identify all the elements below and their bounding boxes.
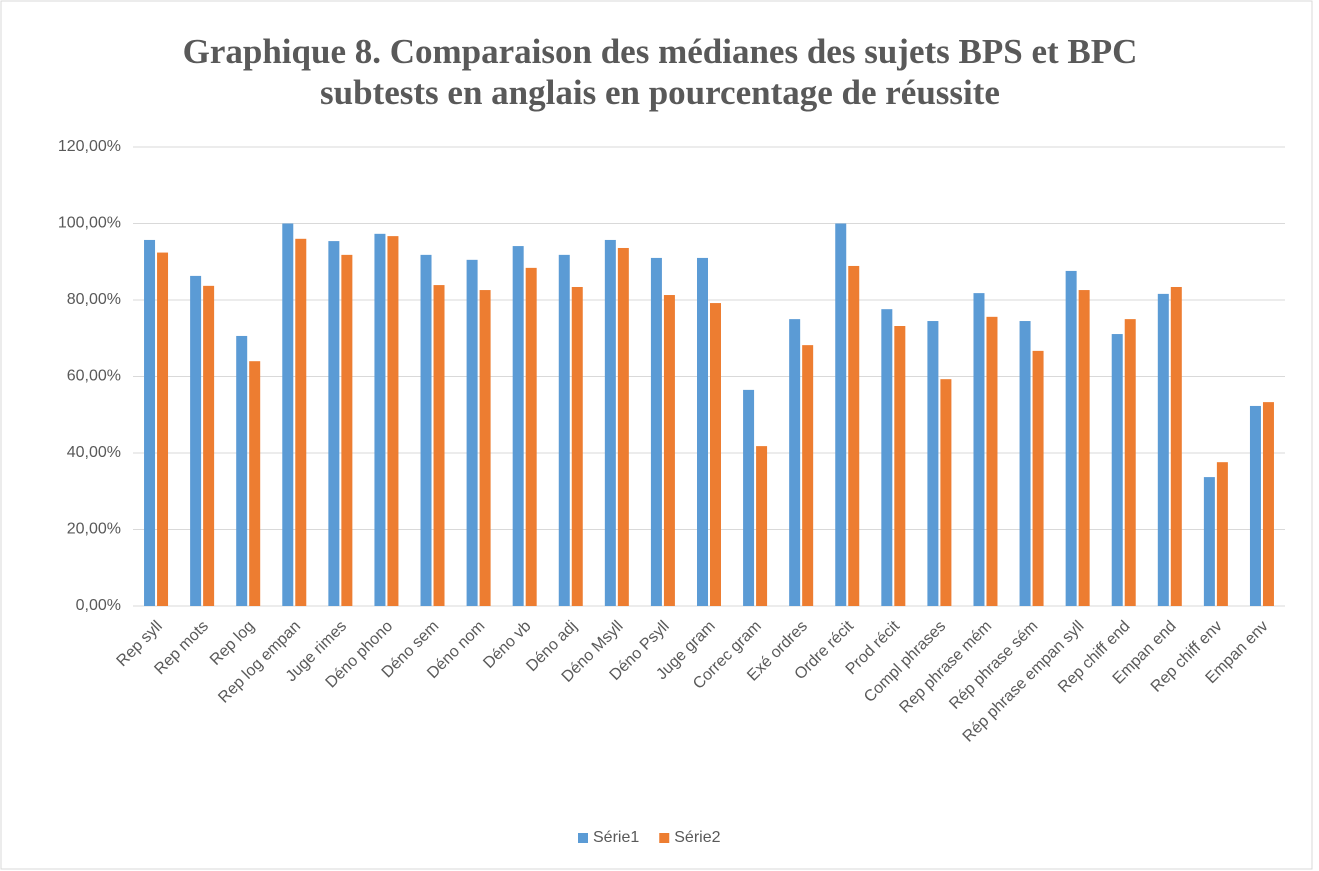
bar bbox=[894, 326, 906, 606]
bar bbox=[743, 389, 755, 606]
legend-label: Série1 bbox=[593, 829, 639, 846]
legend-label: Série2 bbox=[674, 829, 720, 846]
bar bbox=[328, 241, 340, 606]
bar bbox=[881, 309, 893, 606]
bar bbox=[236, 335, 248, 606]
bar bbox=[420, 254, 432, 607]
bar bbox=[697, 257, 708, 606]
bar bbox=[479, 290, 491, 606]
bar bbox=[433, 285, 445, 606]
bar bbox=[835, 223, 847, 606]
y-tick-label: 80,00% bbox=[67, 291, 121, 308]
bar bbox=[144, 239, 156, 606]
bar bbox=[1262, 402, 1274, 606]
bar bbox=[249, 361, 261, 606]
bar bbox=[756, 446, 768, 606]
bar bbox=[986, 316, 998, 606]
bar bbox=[203, 285, 215, 606]
bar bbox=[1216, 462, 1228, 606]
bar bbox=[571, 286, 583, 606]
bar bbox=[525, 267, 537, 606]
bar bbox=[650, 257, 662, 606]
bar bbox=[1124, 319, 1136, 606]
bar bbox=[387, 236, 399, 606]
legend-swatch bbox=[659, 833, 670, 843]
bar bbox=[1078, 290, 1090, 606]
bar bbox=[848, 265, 860, 606]
bar bbox=[663, 295, 675, 606]
bar bbox=[927, 321, 939, 606]
legend-swatch bbox=[578, 833, 588, 843]
bar bbox=[341, 254, 353, 607]
y-tick-label: 120,00% bbox=[58, 138, 121, 155]
bar bbox=[157, 252, 169, 606]
bar bbox=[1065, 270, 1077, 606]
y-tick-label: 40,00% bbox=[67, 444, 121, 461]
bar bbox=[789, 319, 801, 606]
y-tick-label: 0,00% bbox=[76, 597, 121, 614]
bar bbox=[1111, 334, 1123, 606]
chart-title: subtests en anglais en pourcentage de ré… bbox=[320, 73, 1000, 112]
bar bbox=[1019, 321, 1031, 606]
bar bbox=[558, 254, 570, 607]
bar bbox=[1170, 286, 1182, 606]
bar bbox=[710, 303, 721, 606]
bar bbox=[295, 238, 307, 607]
bar bbox=[802, 345, 814, 606]
chart-title: Graphique 8. Comparaison des médianes de… bbox=[183, 32, 1138, 71]
bar bbox=[940, 379, 952, 606]
bar bbox=[604, 239, 616, 606]
bar bbox=[1249, 405, 1261, 606]
bar bbox=[1032, 350, 1044, 606]
bar bbox=[282, 223, 294, 606]
bar bbox=[190, 275, 202, 606]
bar bbox=[973, 293, 985, 606]
bar bbox=[1157, 293, 1169, 606]
bar bbox=[617, 247, 629, 607]
bar bbox=[374, 233, 386, 606]
bar bbox=[466, 259, 478, 606]
y-tick-label: 60,00% bbox=[67, 368, 121, 385]
y-tick-label: 100,00% bbox=[58, 215, 121, 232]
y-tick-label: 20,00% bbox=[67, 521, 121, 538]
bar bbox=[512, 246, 524, 606]
bar bbox=[1203, 477, 1215, 606]
